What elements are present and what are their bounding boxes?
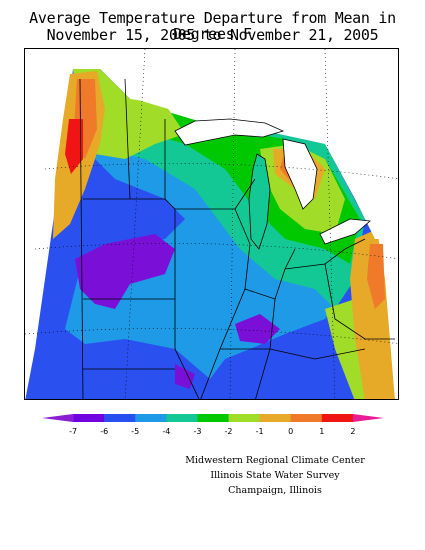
color-scale-legend: -7 -6 -5 -4 -3 -2 -1 0 1 2 (42, 414, 384, 436)
legend-color-swatch (290, 414, 323, 422)
legend-tick-label: -5 (131, 427, 139, 436)
legend-tick-label: 2 (350, 427, 355, 436)
graticule (25, 49, 398, 399)
legend-color-swatch (135, 414, 167, 422)
map-title-line-1: Average Temperature Departure from Mean … (29, 9, 396, 43)
contour-purple (75, 234, 280, 389)
lake-superior (174, 118, 285, 146)
legend-tick-label: -3 (193, 427, 201, 436)
canada-mask (100, 49, 398, 239)
legend-color-swatch (321, 414, 354, 422)
legend-tick-label: -6 (100, 427, 108, 436)
lake-huron (282, 138, 318, 210)
legend-color-swatch (73, 414, 105, 422)
legend-tick-label: -2 (225, 427, 233, 436)
lake-michigan (248, 153, 271, 250)
map-canvas (25, 49, 398, 399)
legend-color-swatch (104, 414, 136, 422)
legend-color-swatch (197, 414, 230, 422)
state-boundaries (79, 78, 395, 399)
legend-tick-label: -1 (256, 427, 264, 436)
lake-erie (319, 218, 371, 245)
legend-color-swatch (352, 414, 384, 422)
legend-tick-label: -7 (69, 427, 77, 436)
temperature-departure-map (24, 48, 399, 400)
legend-tick-label: 1 (319, 427, 324, 436)
contour-red (65, 119, 83, 174)
legend-color-swatch (166, 414, 198, 422)
legend-color-swatch (259, 414, 292, 422)
legend-color-swatch (42, 414, 74, 422)
credit-line-2: Illinois State Water Survey (210, 470, 340, 481)
map-title-line-2: November 15, 2005 to November 21, 2005 (46, 26, 379, 44)
credit-line-1: Midwestern Regional Climate Center (185, 455, 365, 466)
credit-line-3: Champaign, Illinois (228, 485, 322, 496)
legend-tick-label: -4 (162, 427, 170, 436)
legend-color-swatch (228, 414, 261, 422)
legend-tick-label: 0 (288, 427, 293, 436)
